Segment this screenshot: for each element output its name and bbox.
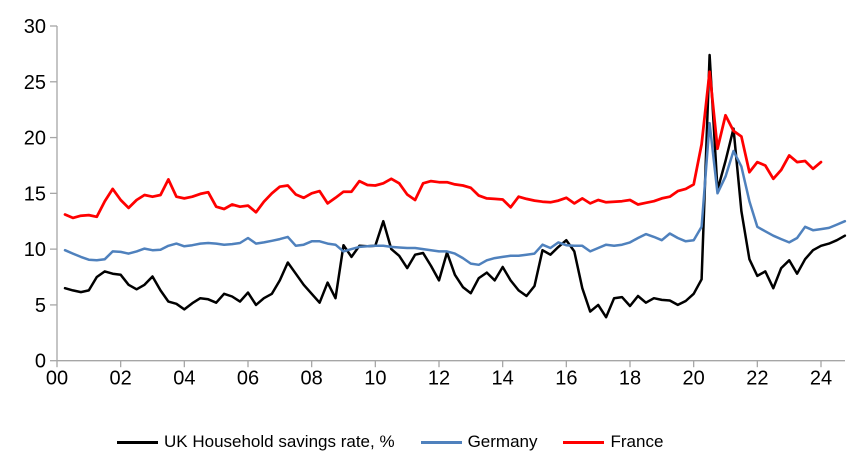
series-line-uk-household-savings-rate xyxy=(63,53,847,319)
y-tick-label: 20 xyxy=(24,128,46,150)
y-tick-label: 10 xyxy=(24,239,46,261)
germany-line-swatch xyxy=(420,440,462,444)
legend-item-france: France xyxy=(563,432,663,452)
x-tick-label: 00 xyxy=(46,368,68,390)
x-tick-label: 12 xyxy=(428,368,450,390)
legend-label-france: France xyxy=(610,432,664,451)
x-tick-label: 24 xyxy=(810,368,832,390)
legend-item-germany: Germany xyxy=(420,432,538,452)
x-tick-label: 04 xyxy=(173,368,195,390)
uk-line-swatch xyxy=(117,440,158,444)
legend-label-uk: UK Household savings rate, % xyxy=(164,432,395,451)
y-tick-label: 5 xyxy=(35,295,46,317)
legend-label-germany: Germany xyxy=(467,432,538,451)
y-tick-label: 25 xyxy=(24,72,46,94)
x-tick-label: 08 xyxy=(301,368,323,390)
x-tick-label: 02 xyxy=(110,368,132,390)
x-tick-label: 10 xyxy=(364,368,386,390)
y-tick-label: 0 xyxy=(35,351,46,373)
x-tick-label: 16 xyxy=(555,368,577,390)
france-line-swatch xyxy=(563,440,605,444)
x-tick-label: 18 xyxy=(619,368,641,390)
chart-legend: UK Household savings rate, % Germany Fra… xyxy=(117,432,663,452)
x-tick-label: 20 xyxy=(683,368,705,390)
series-line-france xyxy=(63,70,823,220)
x-tick-label: 22 xyxy=(746,368,768,390)
legend-item-uk: UK Household savings rate, % xyxy=(117,432,395,452)
y-tick-label: 15 xyxy=(24,183,46,205)
x-tick-label: 06 xyxy=(237,368,259,390)
x-tick-label: 14 xyxy=(492,368,514,390)
y-tick-label: 30 xyxy=(24,16,46,38)
series-line-germany xyxy=(63,121,847,267)
